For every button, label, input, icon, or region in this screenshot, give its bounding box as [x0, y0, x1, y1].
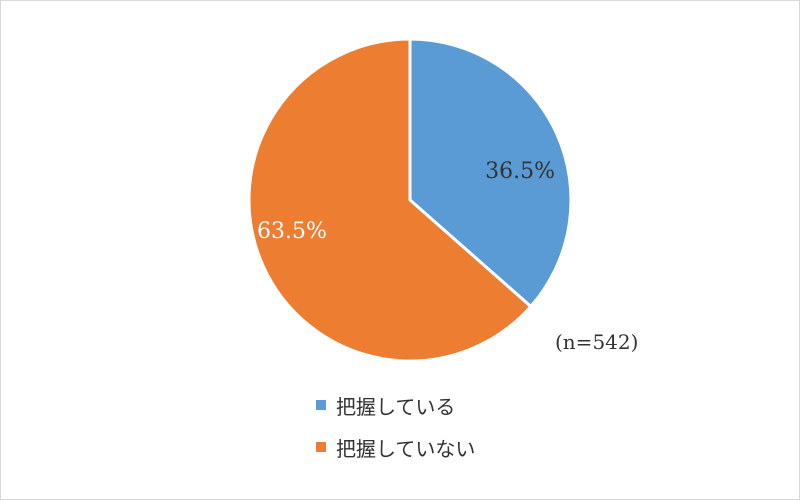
data-label-0: 36.5% — [485, 159, 555, 184]
legend-item-1: 把握していない — [316, 432, 475, 462]
legend-swatch-0 — [316, 400, 326, 410]
legend: 把握している 把握していない — [316, 390, 475, 474]
pie-slice-1 — [247, 37, 533, 363]
legend-label-1: 把握していない — [336, 436, 476, 461]
legend-swatch-1 — [316, 442, 326, 452]
legend-label-0: 把握している — [336, 394, 456, 419]
pie-slice-0 — [408, 37, 573, 308]
data-label-1: 63.5% — [257, 219, 327, 244]
sample-size-note: (n=542) — [555, 330, 639, 354]
legend-item-0: 把握している — [316, 390, 475, 420]
